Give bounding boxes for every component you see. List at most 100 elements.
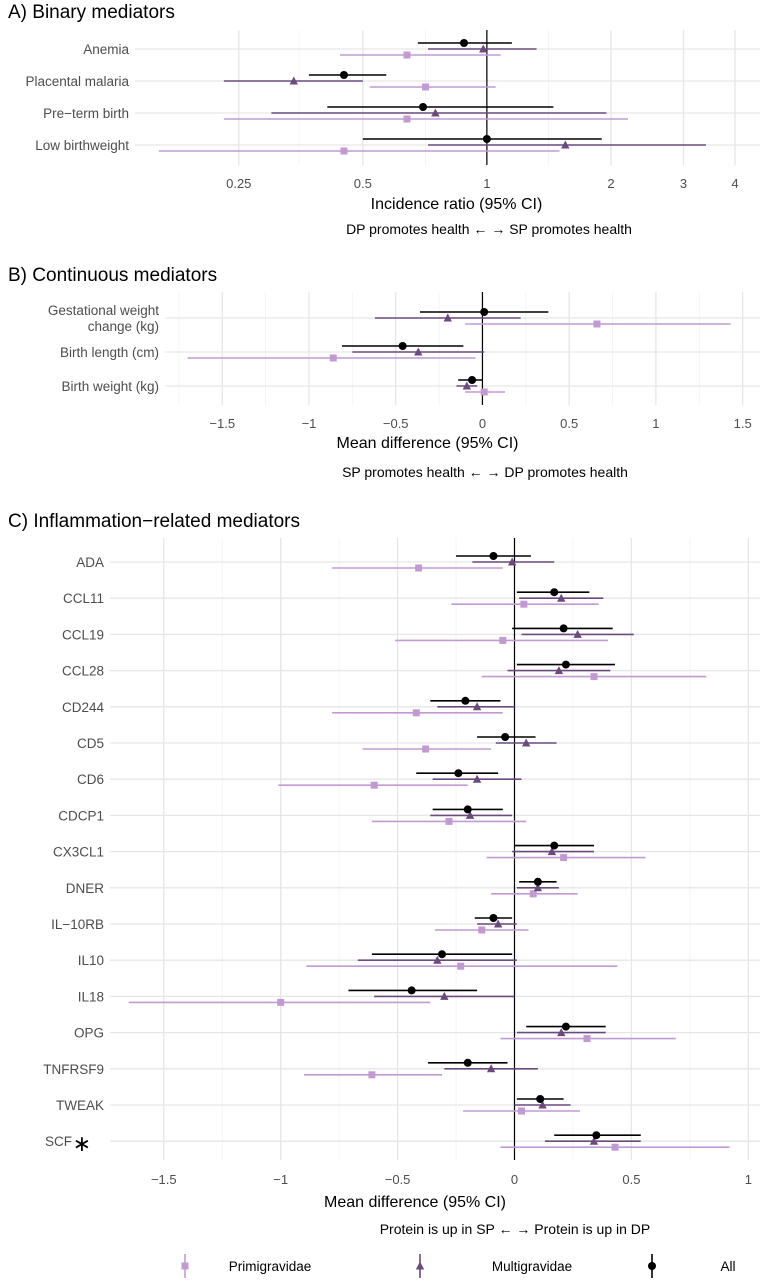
- point-estimate-primigravidae: [593, 320, 601, 328]
- point-estimate-multigravidae: [289, 76, 299, 85]
- point-estimate-primigravidae: [370, 781, 378, 789]
- point-estimate-primigravidae: [415, 564, 423, 572]
- category-label: IL10: [78, 953, 104, 968]
- point-estimate-primigravidae: [412, 709, 420, 717]
- point-estimate-multigravidae: [557, 1028, 566, 1037]
- tick-label: 0.5: [354, 176, 372, 191]
- point-estimate-multigravidae: [472, 702, 482, 711]
- tick-label: −1: [302, 416, 317, 431]
- direction-note: DP promotes health ← → SP promotes healt…: [346, 221, 632, 237]
- point-estimate-primigravidae: [529, 890, 537, 898]
- point-estimate-all: [480, 308, 489, 316]
- point-estimate-multigravidae: [521, 738, 531, 747]
- point-estimate-primigravidae: [340, 147, 348, 155]
- point-estimate-multigravidae: [443, 313, 452, 322]
- category-label: Pre−term birth: [43, 106, 129, 121]
- point-estimate-all: [559, 624, 568, 633]
- point-estimate-all: [419, 103, 428, 111]
- point-estimate-all: [501, 733, 510, 741]
- category-label: OPG: [74, 1026, 104, 1041]
- tick-label: 1: [745, 1172, 752, 1187]
- point-estimate-all: [461, 696, 470, 705]
- category-label: CX3CL1: [53, 845, 104, 860]
- point-estimate-primigravidae: [445, 817, 453, 825]
- point-estimate-all: [468, 376, 477, 384]
- point-estimate-all: [550, 588, 559, 597]
- significance-star: ∗: [73, 1131, 91, 1156]
- category-label: ADA: [76, 555, 104, 570]
- point-estimate-multigravidae: [554, 666, 564, 675]
- point-estimate-primigravidae: [611, 1143, 619, 1151]
- point-estimate-primigravidae: [520, 600, 528, 608]
- point-estimate-all: [533, 877, 542, 886]
- point-estimate-multigravidae: [462, 381, 472, 390]
- legend-label: All: [720, 1259, 735, 1274]
- tick-label: −1: [273, 1172, 288, 1187]
- point-estimate-primigravidae: [329, 354, 337, 362]
- category-label: CCL11: [63, 591, 104, 606]
- category-label: TWEAK: [56, 1098, 104, 1113]
- legend-label: Primigravidae: [229, 1259, 312, 1274]
- point-estimate-primigravidae: [478, 926, 486, 934]
- point-estimate-multigravidae: [433, 955, 442, 964]
- tick-label: 0.25: [226, 176, 251, 191]
- category-label: CD5: [77, 736, 104, 751]
- point-estimate-all: [460, 39, 469, 47]
- point-estimate-all: [561, 660, 570, 669]
- point-estimate-multigravidae: [533, 883, 543, 892]
- tick-label: −1.5: [209, 416, 235, 431]
- point-estimate-all: [482, 135, 491, 143]
- point-estimate-primigravidae: [403, 51, 411, 59]
- point-estimate-multigravidae: [561, 140, 570, 149]
- tick-label: 0: [511, 1172, 518, 1187]
- tick-label: −1.5: [151, 1172, 177, 1187]
- tick-label: 3: [680, 176, 687, 191]
- panel-title: B) Continuous mediators: [8, 265, 217, 286]
- point-estimate-all: [438, 950, 447, 959]
- tick-label: 0.5: [560, 416, 578, 431]
- plot-background: [110, 538, 760, 1160]
- point-estimate-multigravidae: [414, 347, 423, 356]
- point-estimate-multigravidae: [507, 557, 517, 566]
- point-estimate-multigravidae: [538, 1100, 547, 1109]
- point-estimate-multigravidae: [589, 1136, 599, 1145]
- category-label: TNFRSF9: [43, 1062, 104, 1077]
- x-axis-title: Mean difference (95% CI): [324, 1194, 506, 1211]
- point-estimate-primigravidae: [277, 998, 285, 1006]
- category-label: Low birthweight: [35, 138, 129, 153]
- legend-marker-primigravidae: [181, 1262, 189, 1270]
- point-estimate-multigravidae: [472, 774, 482, 783]
- tick-label: 0.5: [622, 1172, 640, 1187]
- point-estimate-multigravidae: [557, 593, 566, 602]
- point-estimate-all: [463, 1058, 472, 1067]
- point-estimate-all: [489, 914, 498, 922]
- tick-label: 2: [607, 176, 614, 191]
- point-estimate-primigravidae: [583, 1035, 591, 1043]
- category-label: CD6: [77, 772, 104, 787]
- panel-inflammation-mediators: C) Inflammation−related mediators ADA CCL1…: [8, 511, 760, 1237]
- tick-label: 0: [479, 416, 486, 431]
- point-estimate-primigravidae: [590, 673, 598, 681]
- point-estimate-multigravidae: [479, 44, 488, 53]
- point-estimate-all: [536, 1095, 545, 1103]
- category-label: Gestational weight change (kg): [48, 303, 159, 334]
- tick-label: 1: [483, 176, 490, 191]
- panel-binary-mediators: A) Binary mediators Anemia Placental malar…: [8, 2, 760, 237]
- legend-label: Multigravidae: [492, 1259, 572, 1274]
- point-estimate-all: [550, 841, 559, 850]
- category-label: IL18: [78, 989, 104, 1004]
- tick-label: 4: [731, 176, 738, 191]
- panel-continuous-mediators: B) Continuous mediators Gestational weigh…: [8, 265, 760, 480]
- x-axis-title: Incidence ratio (95% CI): [371, 196, 543, 213]
- x-axis-title: Mean difference (95% CI): [336, 435, 518, 452]
- legend-marker-multigravidae: [415, 1261, 425, 1270]
- point-estimate-all: [398, 342, 407, 350]
- point-estimate-multigravidae: [440, 991, 449, 1000]
- panel-title: C) Inflammation−related mediators: [8, 511, 300, 532]
- category-label: Birth length (cm): [60, 345, 159, 360]
- category-label: CCL28: [62, 664, 104, 679]
- point-estimate-multigravidae: [493, 919, 503, 928]
- point-estimate-primigravidae: [422, 745, 430, 753]
- point-estimate-all: [454, 769, 463, 778]
